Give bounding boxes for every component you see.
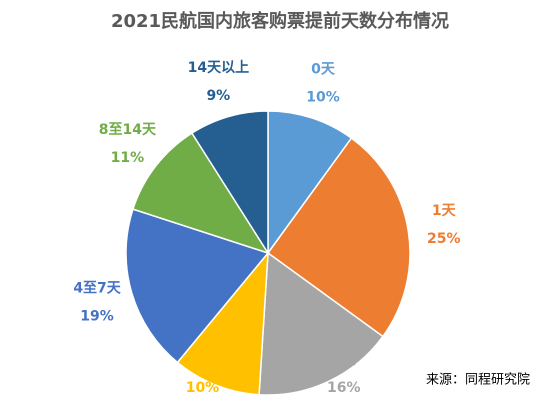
chart-title: 2021民航国内旅客购票提前天数分布情况 — [111, 10, 449, 32]
pie-slice — [176, 250, 269, 396]
slice-label: 3天 — [191, 352, 216, 368]
value-label: 11% — [111, 150, 145, 166]
slice-label: 14天以上 — [188, 60, 249, 76]
value-label: 9% — [206, 88, 230, 104]
source: 来源：同程研究院 — [426, 373, 530, 388]
pie-slice — [132, 132, 270, 255]
pie-slice — [190, 110, 269, 256]
value-label: 10% — [306, 90, 340, 106]
slice-label: 4至7天 — [73, 281, 121, 297]
value-label: 16% — [327, 380, 361, 396]
pie-slice — [125, 208, 270, 364]
slice-label: 1天 — [432, 203, 457, 219]
slice-label: 8至14天 — [99, 122, 157, 138]
value-label: 25% — [427, 231, 461, 247]
pie-slice — [266, 137, 411, 338]
pie-slice — [267, 110, 353, 256]
value-label: 10% — [186, 380, 220, 396]
value-label: 19% — [80, 309, 114, 325]
pie-slice — [258, 251, 384, 396]
slice-label: 0天 — [311, 62, 336, 78]
slice-label: 2天 — [332, 352, 357, 368]
